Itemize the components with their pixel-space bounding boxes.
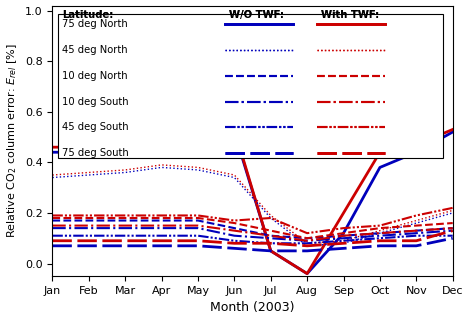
Text: Latitude:: Latitude:: [62, 10, 114, 20]
Text: 45 deg North: 45 deg North: [62, 45, 128, 55]
Text: W/O TWF:: W/O TWF:: [228, 10, 284, 20]
Text: 10 deg North: 10 deg North: [62, 71, 128, 81]
Text: 45 deg North: 45 deg North: [62, 45, 128, 55]
Text: 10 deg North: 10 deg North: [62, 71, 128, 81]
Text: With TWF:: With TWF:: [321, 10, 379, 20]
Text: 75 deg South: 75 deg South: [62, 148, 129, 158]
Bar: [59, 14, 443, 158]
Text: 10 deg South: 10 deg South: [62, 97, 129, 107]
Text: 45 deg South: 45 deg South: [62, 122, 129, 132]
Text: 75 deg South: 75 deg South: [62, 148, 129, 158]
Text: 75 deg North: 75 deg North: [62, 20, 128, 29]
Text: 75 deg North: 75 deg North: [62, 20, 128, 29]
X-axis label: Month (2003): Month (2003): [210, 301, 295, 315]
Text: Latitude:: Latitude:: [62, 10, 114, 20]
Text: W/O TWF:: W/O TWF:: [228, 10, 284, 20]
Text: 10 deg South: 10 deg South: [62, 97, 129, 107]
Y-axis label: Relative CO$_2$ column error: $E_{rel}$ [%]: Relative CO$_2$ column error: $E_{rel}$ …: [6, 44, 19, 238]
Text: With TWF:: With TWF:: [321, 10, 379, 20]
Text: 45 deg South: 45 deg South: [62, 122, 129, 132]
